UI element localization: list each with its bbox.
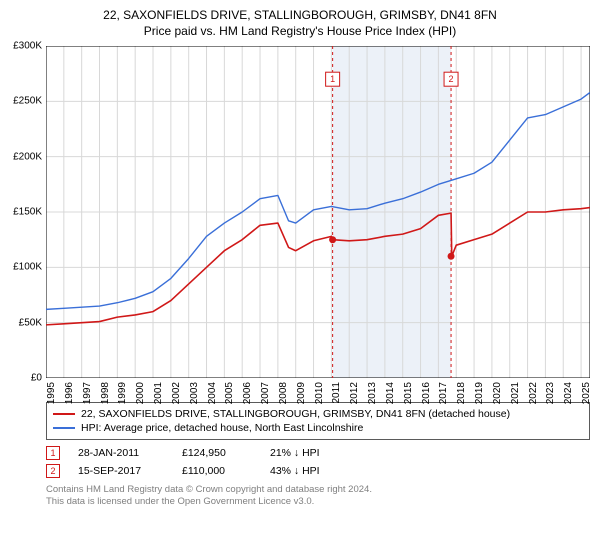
marker-table-row: 2 15-SEP-2017 £110,000 43% ↓ HPI — [46, 462, 590, 480]
x-axis-tick-label: 2007 — [260, 382, 271, 404]
x-axis-tick-label: 2014 — [385, 382, 396, 404]
footer-line-2: This data is licensed under the Open Gov… — [46, 496, 590, 508]
chart-title-block: 22, SAXONFIELDS DRIVE, STALLINGBOROUGH, … — [0, 0, 600, 40]
chart-area: £0£50K£100K£150K£200K£250K£300K 12 19951… — [46, 46, 590, 396]
legend-label: HPI: Average price, detached house, Nort… — [81, 422, 363, 434]
y-axis-tick-label: £50K — [19, 317, 42, 328]
y-axis-tick-label: £100K — [13, 262, 42, 273]
x-axis-tick-label: 2023 — [545, 382, 556, 404]
marker-price: £110,000 — [182, 465, 252, 477]
svg-text:2: 2 — [449, 74, 454, 84]
marker-table: 1 28-JAN-2011 £124,950 21% ↓ HPI 2 15-SEP-201… — [46, 444, 590, 480]
x-axis-tick-label: 1999 — [117, 382, 128, 404]
y-axis-tick-label: £0 — [31, 373, 42, 384]
legend-box: 22, SAXONFIELDS DRIVE, STALLINGBOROUGH, … — [46, 402, 590, 440]
marker-pct: 21% ↓ HPI — [270, 447, 360, 459]
footer-note: Contains HM Land Registry data © Crown c… — [46, 484, 590, 509]
x-axis-tick-label: 2005 — [224, 382, 235, 404]
x-axis-tick-label: 2012 — [349, 382, 360, 404]
chart-title-address: 22, SAXONFIELDS DRIVE, STALLINGBOROUGH, … — [10, 8, 590, 22]
x-axis-tick-label: 2021 — [510, 382, 521, 404]
x-axis-tick-label: 2008 — [278, 382, 289, 404]
x-axis-tick-label: 2011 — [331, 382, 342, 404]
marker-pct: 43% ↓ HPI — [270, 465, 360, 477]
marker-date: 15-SEP-2017 — [78, 465, 164, 477]
marker-date: 28-JAN-2011 — [78, 447, 164, 459]
x-axis-tick-label: 2025 — [581, 382, 592, 404]
legend-label: 22, SAXONFIELDS DRIVE, STALLINGBOROUGH, … — [81, 408, 510, 420]
legend-swatch — [53, 413, 75, 415]
x-axis-tick-label: 2004 — [207, 382, 218, 404]
x-axis-tick-label: 2024 — [563, 382, 574, 404]
legend-item: 22, SAXONFIELDS DRIVE, STALLINGBOROUGH, … — [53, 407, 583, 421]
x-axis-tick-label: 2016 — [421, 382, 432, 404]
x-axis-tick-label: 1995 — [46, 382, 57, 404]
svg-text:1: 1 — [330, 74, 335, 84]
x-axis-tick-label: 1997 — [82, 382, 93, 404]
x-axis-tick-label: 2018 — [456, 382, 467, 404]
footer-line-1: Contains HM Land Registry data © Crown c… — [46, 484, 590, 496]
x-axis-tick-label: 2013 — [367, 382, 378, 404]
x-axis-tick-label: 2006 — [242, 382, 253, 404]
x-axis-tick-label: 2002 — [171, 382, 182, 404]
marker-badge: 2 — [46, 464, 60, 478]
marker-price: £124,950 — [182, 447, 252, 459]
marker-badge: 1 — [46, 446, 60, 460]
legend-item: HPI: Average price, detached house, Nort… — [53, 421, 583, 435]
y-axis-tick-label: £300K — [13, 41, 42, 52]
marker-table-row: 1 28-JAN-2011 £124,950 21% ↓ HPI — [46, 444, 590, 462]
y-axis-tick-label: £150K — [13, 207, 42, 218]
line-chart-svg: 12 — [46, 46, 590, 378]
x-axis-tick-label: 2000 — [135, 382, 146, 404]
x-axis-labels: 1995199619971998199920002001200220032004… — [46, 382, 590, 400]
y-axis-labels: £0£50K£100K£150K£200K£250K£300K — [4, 46, 44, 378]
x-axis-tick-label: 2017 — [438, 382, 449, 404]
x-axis-tick-label: 2001 — [153, 382, 164, 404]
x-axis-tick-label: 2003 — [189, 382, 200, 404]
x-axis-tick-label: 2022 — [528, 382, 539, 404]
y-axis-tick-label: £250K — [13, 96, 42, 107]
x-axis-tick-label: 1998 — [100, 382, 111, 404]
chart-title-subtitle: Price paid vs. HM Land Registry's House … — [10, 24, 590, 38]
y-axis-tick-label: £200K — [13, 151, 42, 162]
x-axis-tick-label: 2015 — [403, 382, 414, 404]
x-axis-tick-label: 1996 — [64, 382, 75, 404]
x-axis-tick-label: 2010 — [314, 382, 325, 404]
legend-swatch — [53, 427, 75, 429]
x-axis-tick-label: 2019 — [474, 382, 485, 404]
x-axis-tick-label: 2009 — [296, 382, 307, 404]
x-axis-tick-label: 2020 — [492, 382, 503, 404]
